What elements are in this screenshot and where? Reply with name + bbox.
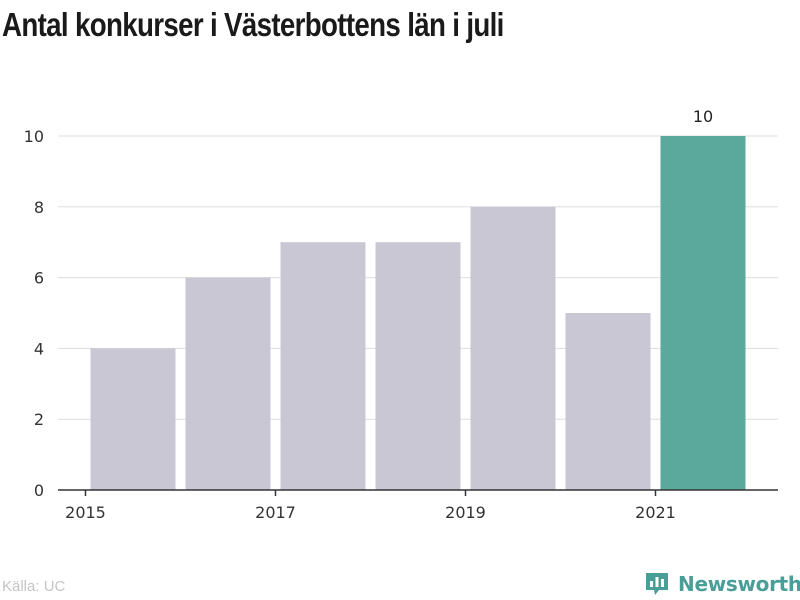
brand: Newsworthy [644,568,800,600]
newsworthy-logo-icon [646,573,668,595]
x-tick-label: 2017 [255,503,296,522]
x-tick-label: 2019 [445,503,486,522]
y-tick-label: 2 [34,410,44,429]
y-tick-label: 0 [34,481,44,500]
y-tick-label: 10 [24,127,44,146]
x-tick-label: 2015 [65,503,106,522]
chart-title: Antal konkurser i Västerbottens län i ju… [2,6,504,43]
source-note: Källa: UC [2,578,66,595]
brand-name: Newsworthy [678,572,800,596]
bar [565,313,651,490]
x-tick-label: 2021 [635,503,676,522]
bar [470,206,556,491]
y-tick-label: 6 [34,269,44,288]
bar [375,242,461,490]
bar [280,242,366,490]
bar [660,136,746,490]
bar-data-label: 10 [693,107,713,126]
y-tick-label: 8 [34,198,44,217]
bar [185,277,271,490]
bar [90,348,176,490]
y-tick-label: 4 [34,339,44,358]
